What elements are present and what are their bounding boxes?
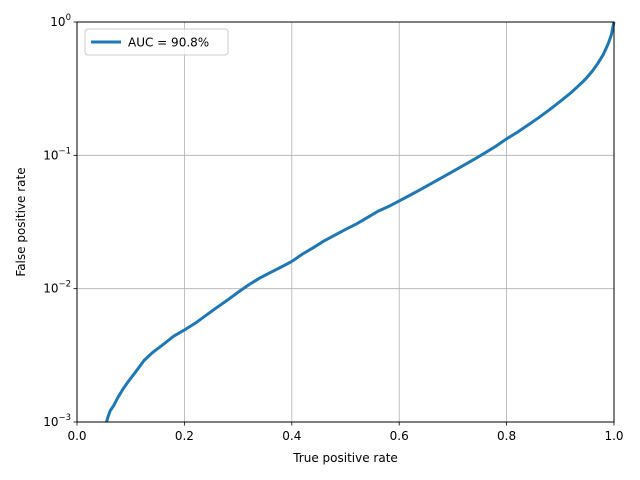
y-tick-label-1: 10−2	[43, 280, 71, 296]
x-tick-label-2: 0.4	[282, 429, 301, 443]
legend-label: AUC = 90.8%	[128, 36, 209, 50]
legend: AUC = 90.8%	[84, 28, 229, 56]
y-tick-label-2: 10−1	[43, 146, 71, 162]
plot-frame	[76, 21, 615, 423]
roc-curve-series-0	[105, 21, 616, 423]
x-tick-label-4: 0.8	[497, 429, 516, 443]
x-axis-title: True positive rate	[292, 451, 398, 465]
plot-series	[105, 21, 616, 423]
x-tick-label-0: 0.0	[67, 429, 86, 443]
x-tick-label-5: 1.0	[604, 429, 623, 443]
x-tick-label-3: 0.6	[390, 429, 409, 443]
y-axis-title: False positive rate	[14, 167, 28, 276]
y-tick-label-3: 100	[50, 13, 71, 29]
x-tick-label-1: 0.2	[175, 429, 194, 443]
legend-box	[84, 28, 229, 56]
y-tick-label-0: 10−3	[43, 413, 71, 429]
axis-ticks: 0.0 0.2 0.4 0.6 0.8 1.0 10−3 10−2 10−1 100	[43, 13, 623, 443]
